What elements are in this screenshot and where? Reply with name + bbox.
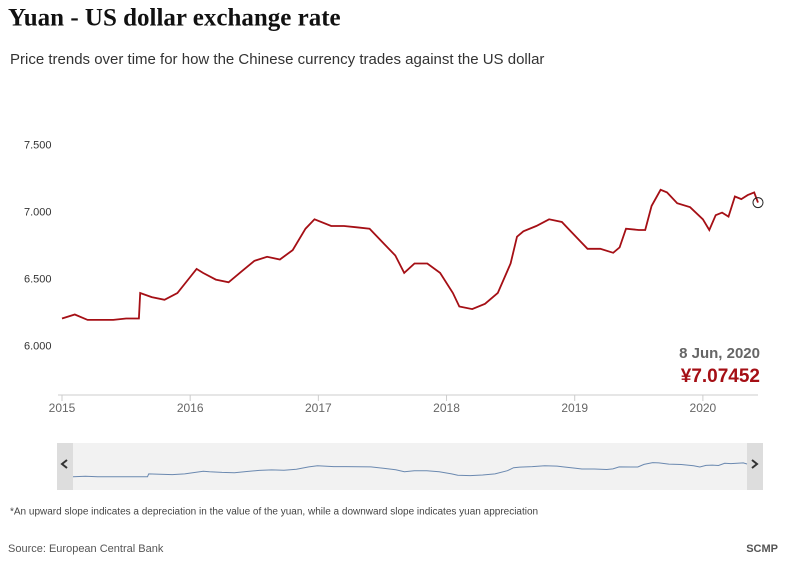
credit: SCMP: [746, 543, 778, 555]
navigator-line: [72, 462, 748, 478]
x-tick-label: 2019: [561, 401, 588, 415]
chart-title: Yuan - US dollar exchange rate: [8, 5, 341, 32]
footnote: *An upward slope indicates a depreciatio…: [10, 507, 538, 518]
x-tick-label: 2017: [305, 401, 332, 415]
x-tick-label: 2018: [433, 401, 460, 415]
x-tick-label: 2016: [177, 401, 204, 415]
source: Source: European Central Bank: [8, 543, 164, 555]
subtitle: Price trends over time for how the Chine…: [10, 51, 544, 68]
x-tick-label: 2020: [690, 401, 717, 415]
navigator[interactable]: [57, 443, 763, 490]
y-tick-label: 6.500: [24, 274, 52, 286]
y-tick-label: 7.500: [24, 139, 52, 151]
annotation-date: 8 Jun, 2020: [679, 345, 760, 362]
arrow-right: [751, 459, 759, 469]
annotation-value: ¥7.07452: [681, 366, 760, 387]
line: [61, 188, 759, 321]
y-tick-label: 6.000: [24, 341, 52, 353]
last-point: [752, 197, 764, 209]
y-tick-label: 7.000: [24, 206, 52, 218]
arrow-left: [60, 459, 68, 469]
x-tick-label: 2015: [49, 401, 76, 415]
